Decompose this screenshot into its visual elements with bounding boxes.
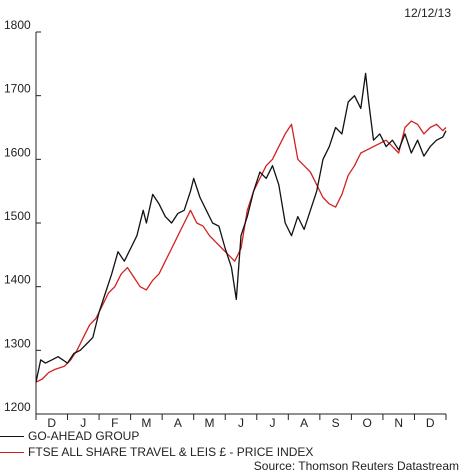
legend-label-series-1: GO-AHEAD GROUP — [28, 429, 140, 443]
y-tick-label: 1500 — [4, 209, 31, 223]
x-tick-label: S — [332, 416, 340, 430]
y-tick-label: 1600 — [4, 145, 31, 159]
y-tick-label: 1300 — [4, 336, 31, 350]
legend-item-series-1: GO-AHEAD GROUP — [0, 429, 139, 443]
x-tick-label: F — [111, 416, 118, 430]
y-tick-label: 1400 — [4, 273, 31, 287]
x-tick-label: O — [362, 416, 371, 430]
x-tick-label: J — [238, 416, 244, 430]
legend-swatch-series-1 — [0, 435, 24, 437]
x-tick-label: A — [174, 416, 182, 430]
x-tick-label: J — [80, 416, 86, 430]
x-tick-label: J — [270, 416, 276, 430]
series-line-2 — [35, 120, 447, 383]
legend-label-series-2: FTSE ALL SHARE TRAVEL & LEIS £ - PRICE I… — [28, 445, 314, 459]
y-tick-label: 1700 — [4, 82, 31, 96]
x-tick-label: D — [426, 416, 435, 430]
series-lines — [35, 72, 447, 383]
x-tick-label: M — [141, 416, 151, 430]
source-note: Source: Thomson Reuters Datastream — [253, 459, 459, 473]
x-tick-label: M — [204, 416, 214, 430]
line-chart: 1200 1300 1400 1500 1600 1700 1800 D J F M A M J J A S O… — [4, 18, 447, 430]
legend-swatch-series-2 — [0, 451, 24, 453]
legend-item-series-2: FTSE ALL SHARE TRAVEL & LEIS £ - PRICE I… — [0, 445, 313, 459]
y-tick-label: 1800 — [4, 18, 31, 32]
y-axis-ticks: 1200 1300 1400 1500 1600 1700 1800 — [4, 18, 41, 415]
series-line-1 — [35, 72, 447, 383]
x-tick-label: A — [300, 416, 308, 430]
x-tick-label: D — [47, 416, 56, 430]
x-tick-label: N — [394, 416, 403, 430]
chart-axes — [35, 32, 446, 415]
date-label: 12/12/13 — [404, 6, 451, 20]
y-tick-label: 1200 — [4, 400, 31, 414]
